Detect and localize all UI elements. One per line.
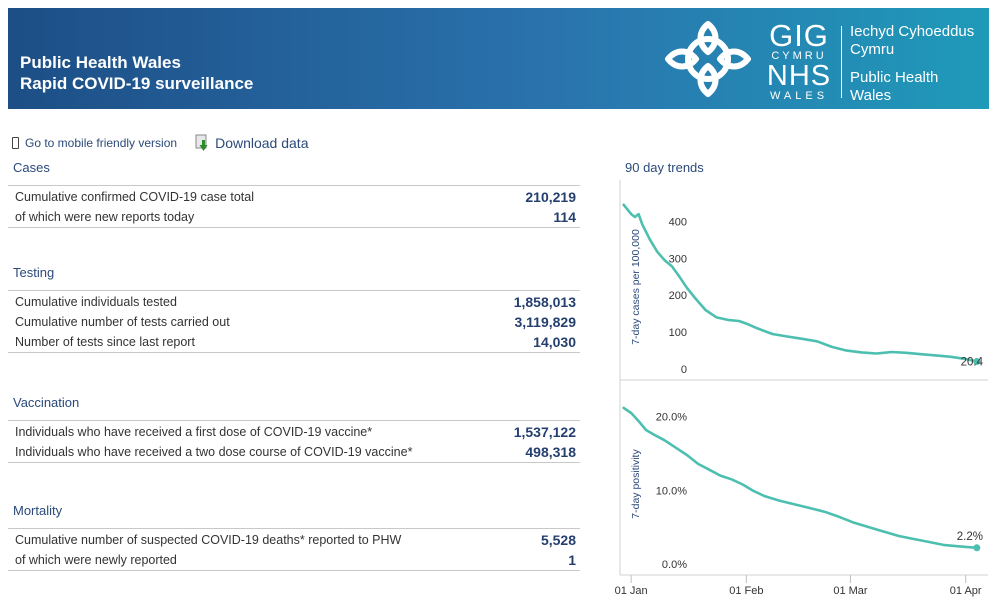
- x-tick-label: 01 Jan: [615, 585, 648, 597]
- vaccination-table: Individuals who have received a first do…: [8, 420, 580, 463]
- organisation-names: Iechyd Cyhoeddus Cymru Public Health Wal…: [850, 23, 974, 105]
- x-tick-label: 01 Apr: [950, 585, 982, 597]
- series-end-point: [973, 544, 981, 552]
- x-tick-label: 01 Feb: [729, 585, 763, 597]
- cases-section-title: Cases: [13, 160, 50, 175]
- table-row: of which were newly reported 1: [8, 550, 580, 570]
- cymru-text: CYMRU: [771, 50, 827, 62]
- gig-text: GIG: [769, 18, 829, 53]
- row-label: of which were newly reported: [15, 553, 177, 567]
- y-axis-label: 7-day positivity: [630, 449, 642, 519]
- org-english-line-1: Public Health: [850, 69, 939, 86]
- logo-divider: [841, 26, 842, 98]
- row-label: Cumulative number of tests carried out: [15, 315, 230, 329]
- row-label: Individuals who have received a first do…: [15, 425, 373, 439]
- mobile-version-label: Go to mobile friendly version: [25, 136, 178, 150]
- mortality-section-title: Mortality: [13, 503, 63, 518]
- trends-charts: 0 100 200 300 400 7-day cases per 100,000 20.4…: [615, 180, 988, 597]
- row-label: Cumulative confirmed COVID-19 case total: [15, 190, 254, 204]
- row-value: 14,030: [533, 334, 576, 350]
- x-tick-label: 01 Mar: [833, 585, 868, 597]
- testing-section-title: Testing: [13, 265, 55, 280]
- row-label: of which were new reports today: [15, 210, 195, 224]
- table-row: Cumulative confirmed COVID-19 case total…: [8, 187, 580, 207]
- org-welsh-line-1: Iechyd Cyhoeddus: [850, 23, 975, 40]
- table-row: Cumulative number of suspected COVID-19 …: [8, 530, 580, 550]
- table-row: of which were new reports today 114: [8, 207, 580, 227]
- y-tick-label: 100: [669, 327, 687, 339]
- gig-nhs-wordmark: GIG CYMRU NHS WALES: [762, 18, 836, 102]
- series-line: [622, 406, 979, 550]
- row-value: 1,858,013: [513, 294, 576, 310]
- row-label: Number of tests since last report: [15, 335, 195, 349]
- nhs-text: NHS: [766, 60, 832, 92]
- table-row: Individuals who have received a first do…: [8, 422, 580, 442]
- y-tick-label: 300: [669, 253, 687, 265]
- row-value: 1: [568, 552, 576, 568]
- download-icon: [195, 134, 208, 151]
- download-data-label: Download data: [215, 135, 309, 151]
- testing-table: Cumulative individuals tested 1,858,013 …: [8, 290, 580, 353]
- org-welsh-line-2: Cymru: [850, 41, 895, 58]
- table-row: Cumulative individuals tested 1,858,013: [8, 292, 580, 312]
- row-value: 210,219: [525, 189, 576, 205]
- row-value: 114: [553, 209, 576, 225]
- download-data-link[interactable]: Download data: [195, 134, 308, 152]
- mobile-phone-icon: [12, 137, 19, 149]
- series-line: [622, 203, 979, 363]
- y-tick-label: 0.0%: [662, 559, 687, 571]
- page-title: Public Health Wales Rapid COVID-19 surve…: [20, 52, 253, 94]
- table-row: Individuals who have received a two dose…: [8, 442, 580, 462]
- mobile-version-link[interactable]: Go to mobile friendly version: [12, 136, 177, 150]
- row-label: Individuals who have received a two dose…: [15, 445, 413, 459]
- wales-text: WALES: [769, 90, 829, 102]
- table-row: Cumulative number of tests carried out 3…: [8, 312, 580, 332]
- title-line-2: Rapid COVID-19 surveillance: [20, 74, 254, 93]
- toolbar: Go to mobile friendly version Download d…: [12, 132, 308, 154]
- y-tick-label: 200: [669, 290, 687, 302]
- vaccination-section-title: Vaccination: [13, 395, 80, 410]
- y-tick-label: 10.0%: [656, 485, 687, 497]
- header-banner: Public Health Wales Rapid COVID-19 surve…: [8, 8, 989, 109]
- table-row: Number of tests since last report 14,030: [8, 332, 580, 352]
- cases-table: Cumulative confirmed COVID-19 case total…: [8, 185, 580, 228]
- row-value: 3,119,829: [514, 314, 576, 330]
- title-line-1: Public Health Wales: [20, 53, 181, 72]
- series-end-point: [973, 357, 981, 365]
- trends-chart-title: 90 day trends: [625, 160, 704, 175]
- y-tick-label: 0: [681, 364, 687, 376]
- end-value-label: 20.4: [961, 356, 984, 368]
- y-tick-label: 20.0%: [656, 412, 687, 424]
- row-label: Cumulative number of suspected COVID-19 …: [15, 533, 402, 547]
- row-label: Cumulative individuals tested: [15, 295, 177, 309]
- celtic-knot-logo-icon: [665, 21, 751, 97]
- mortality-table: Cumulative number of suspected COVID-19 …: [8, 528, 580, 571]
- y-axis-label: 7-day cases per 100,000: [630, 229, 642, 345]
- row-value: 498,318: [525, 444, 576, 460]
- org-english-line-2: Wales: [850, 87, 892, 104]
- row-value: 1,537,122: [513, 424, 576, 440]
- y-tick-label: 400: [669, 216, 687, 228]
- end-value-label: 2.2%: [957, 531, 983, 543]
- row-value: 5,528: [540, 532, 576, 548]
